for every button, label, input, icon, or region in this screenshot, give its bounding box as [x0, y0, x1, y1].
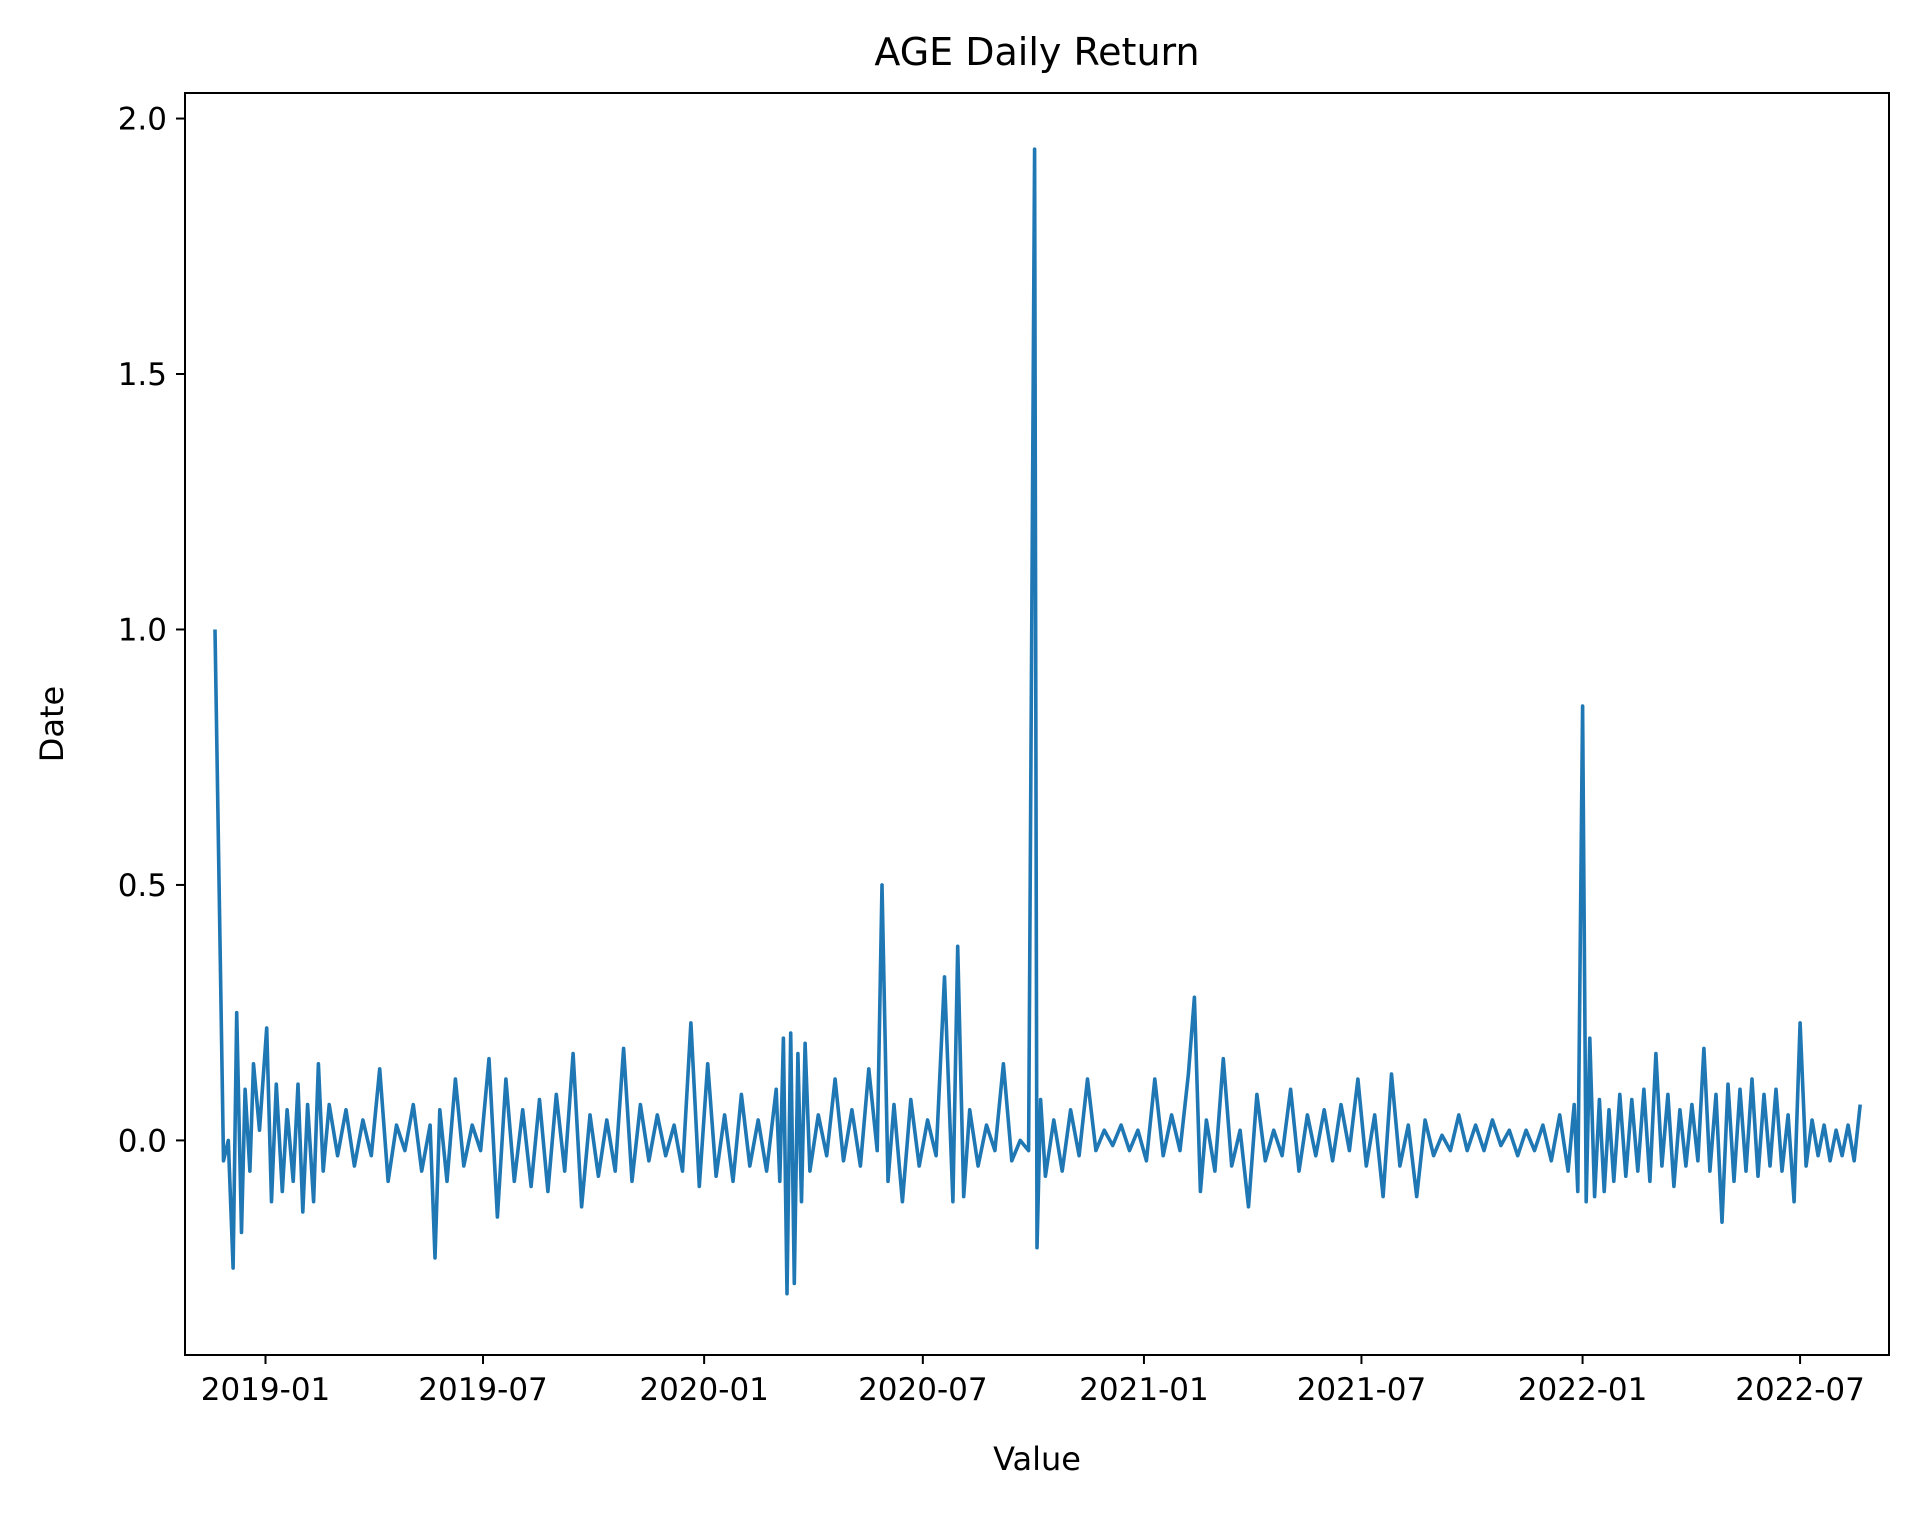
- x-tick-label: 2020-01: [639, 1372, 769, 1408]
- plot-frame: [184, 92, 1890, 1356]
- x-tick-label: 2021-07: [1297, 1372, 1427, 1408]
- x-tick-label: 2019-07: [418, 1372, 548, 1408]
- plot-area: [213, 147, 1862, 1296]
- y-tick-label: 0.5: [118, 868, 167, 904]
- x-tick-label: 2019-01: [201, 1372, 331, 1408]
- y-tick-label: 2.0: [118, 102, 167, 138]
- x-tick-label: 2021-01: [1079, 1372, 1209, 1408]
- y-tick-label: 1.0: [118, 612, 167, 648]
- x-tick-label: 2020-07: [858, 1372, 988, 1408]
- y-axis-label: Date: [33, 686, 71, 762]
- y-tick-label: 0.0: [118, 1123, 167, 1159]
- series-line: [213, 147, 1862, 1296]
- x-axis-label: Value: [993, 1440, 1081, 1478]
- chart-title: AGE Daily Return: [874, 30, 1199, 74]
- x-tick-label: 2022-07: [1735, 1372, 1865, 1408]
- x-tick-label: 2022-01: [1518, 1372, 1648, 1408]
- y-tick-label: 1.5: [118, 357, 167, 393]
- x-axis: 2019-01 2019-07 2020-01 2020-07 2021-01 2021-…: [201, 1355, 1865, 1408]
- y-axis: 0.0 0.5 1.0 1.5 2.0: [118, 102, 185, 1159]
